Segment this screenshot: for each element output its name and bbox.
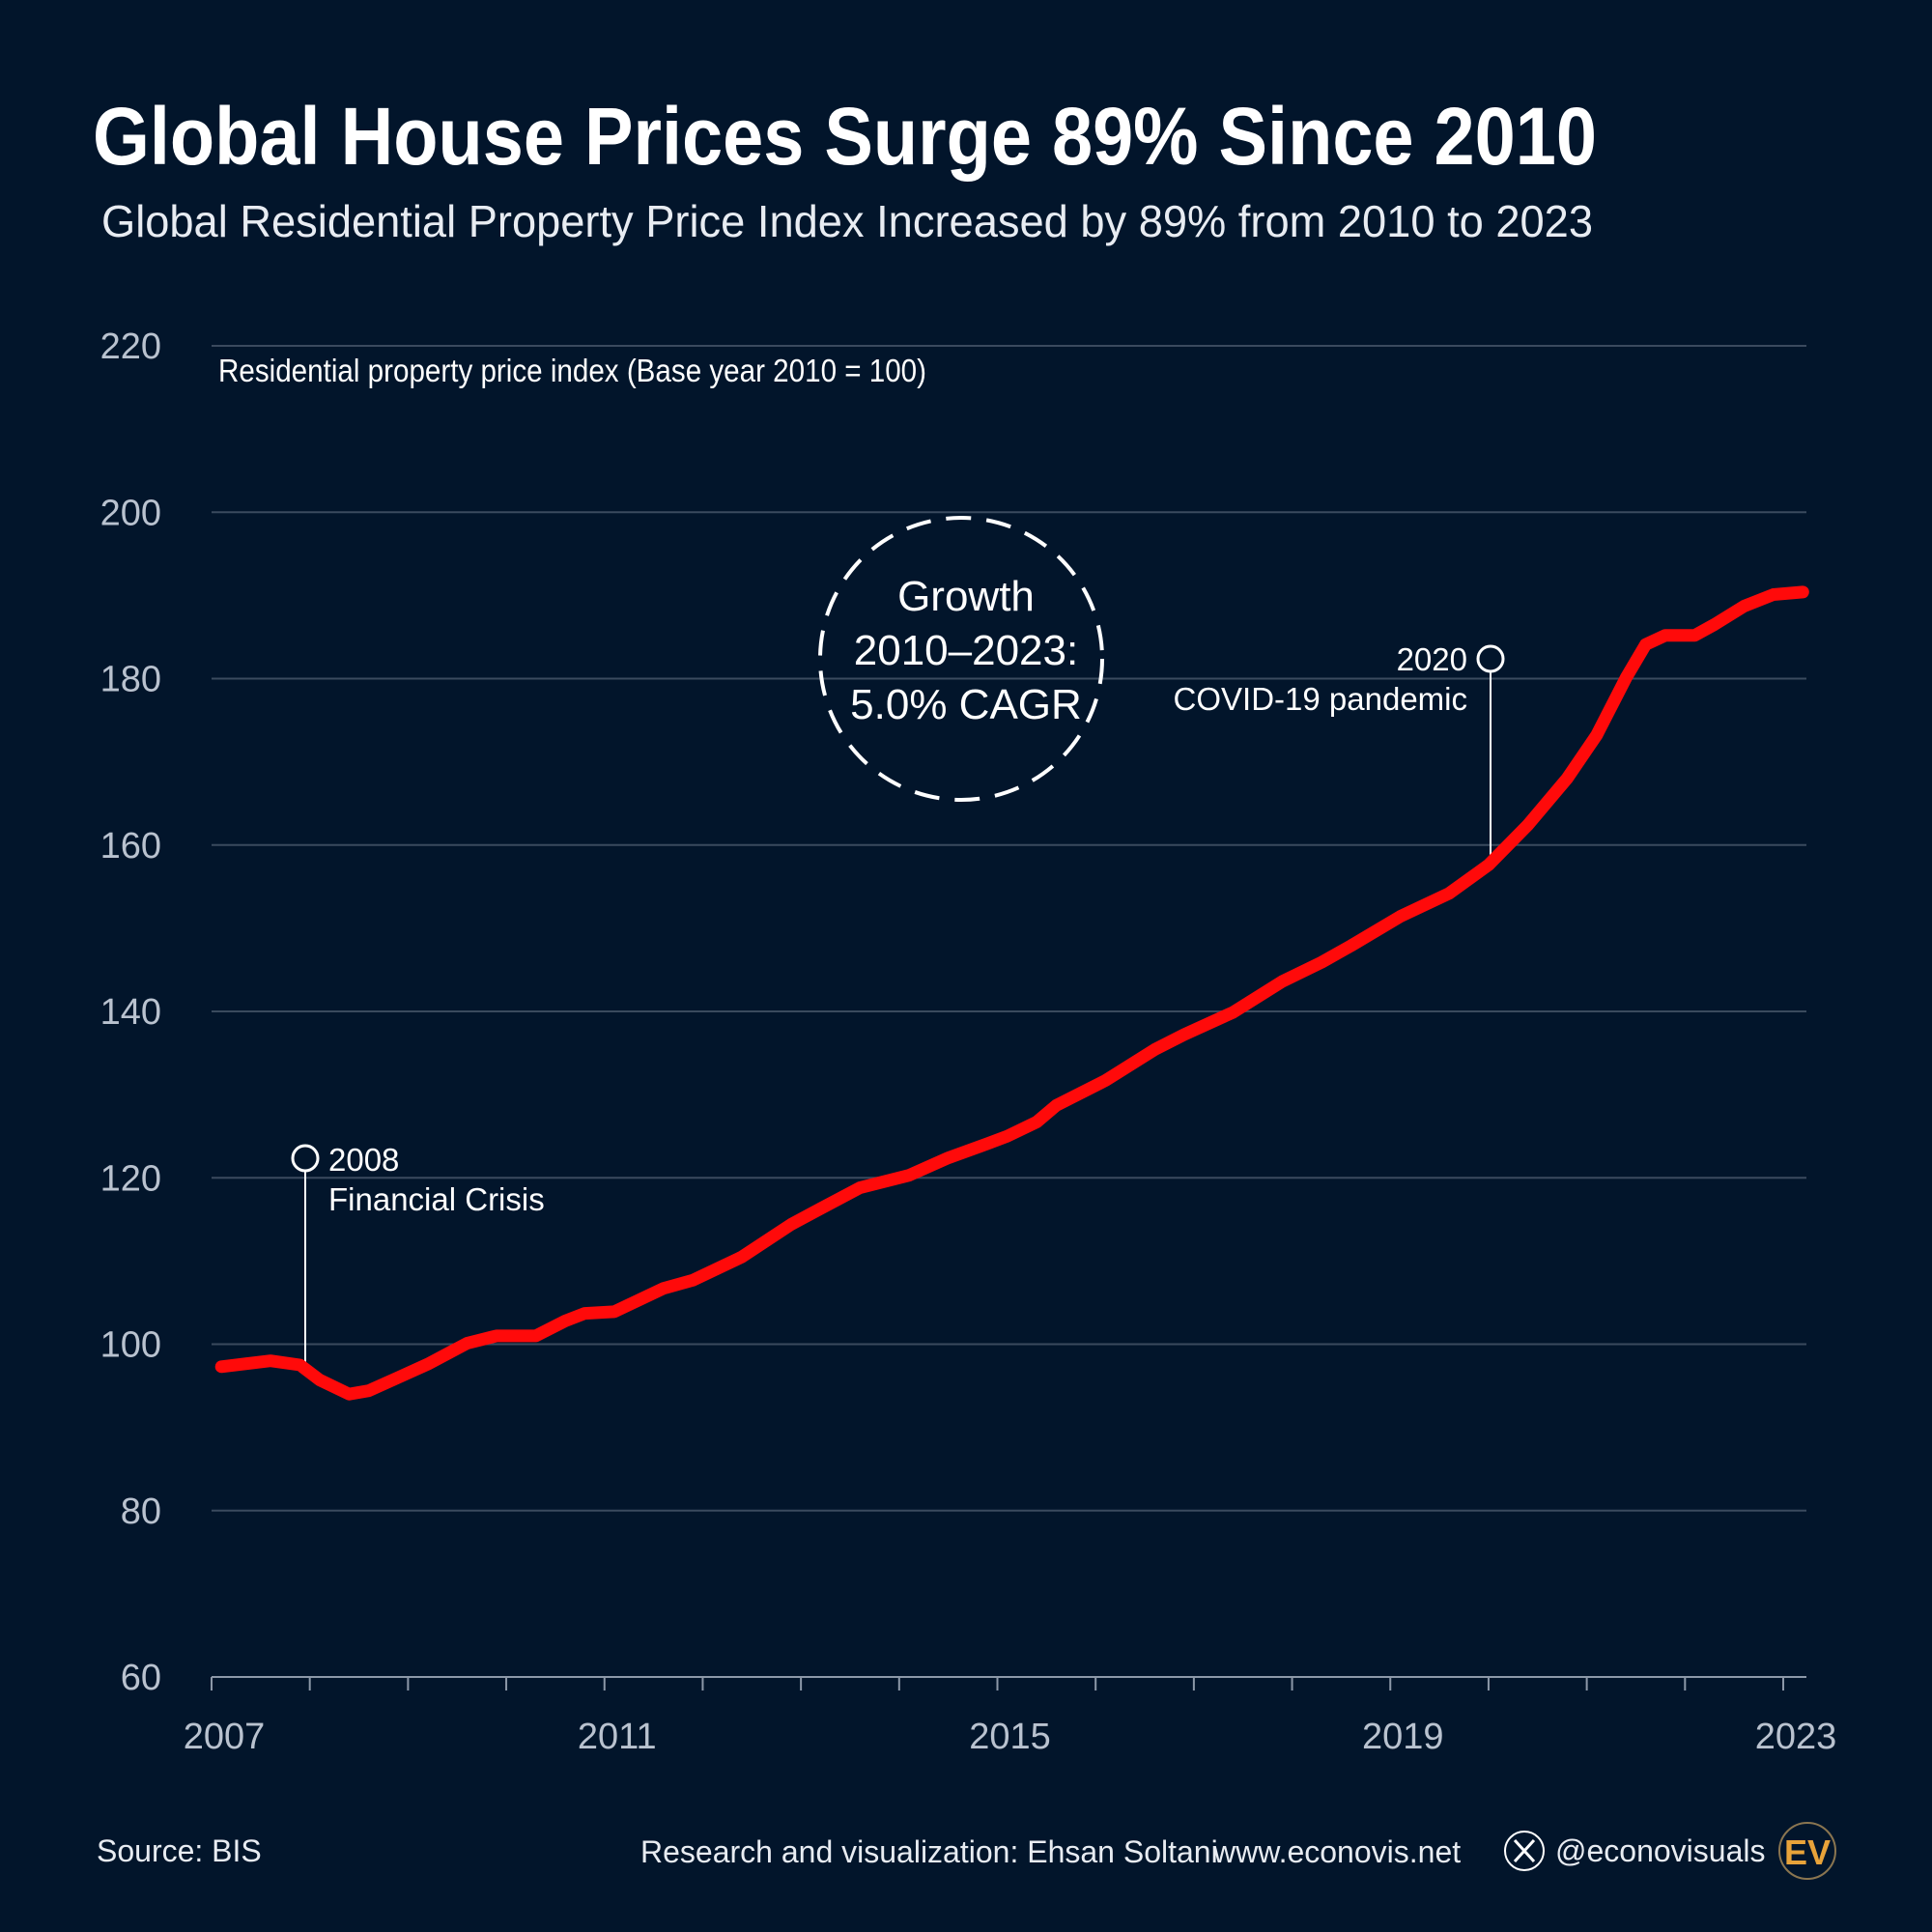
annotation-2020-label: COVID-19 pandemic	[1174, 681, 1467, 717]
annotation-2008-label: Financial Crisis	[328, 1181, 545, 1217]
y-axis: 60 80 100 120 140 160 180 200 220	[100, 327, 161, 1698]
source-text: Source: BIS	[97, 1833, 262, 1868]
x-tick-label: 2007	[184, 1717, 266, 1757]
y-axis-label: Residential property price index (Base y…	[218, 353, 926, 388]
credit-text: Research and visualization: Ehsan Soltan…	[640, 1834, 1218, 1869]
annotation-2020-marker	[1476, 644, 1505, 673]
y-tick-label: 60	[121, 1658, 161, 1698]
x-tick-label: 2019	[1362, 1717, 1444, 1757]
x-tick-label: 2011	[578, 1717, 657, 1757]
annotation-2008-year: 2008	[328, 1142, 399, 1178]
y-tick-label: 140	[100, 992, 161, 1033]
website-link[interactable]: www.econovis.net	[1212, 1834, 1461, 1869]
x-axis: 2007 2011 2015 2019 2023	[184, 1676, 1837, 1757]
y-tick-label: 120	[100, 1158, 161, 1199]
logo-text: EV	[1784, 1833, 1831, 1872]
annotation-2008-marker	[291, 1144, 320, 1173]
y-tick-label: 80	[121, 1492, 161, 1532]
x-logo-icon[interactable]	[1504, 1831, 1545, 1871]
series-line	[214, 585, 1809, 1401]
y-tick-label: 200	[100, 493, 161, 533]
annotation-2020-year: 2020	[1397, 641, 1467, 677]
chart-title: Global House Prices Surge 89% Since 2010	[93, 91, 1597, 182]
cagr-callout-circle	[818, 516, 1104, 802]
ev-logo: EV	[1778, 1822, 1836, 1880]
x-tick-label: 2015	[969, 1717, 1051, 1757]
social-handle[interactable]: @econovisuals	[1555, 1833, 1765, 1868]
callout-line-1: Growth	[897, 573, 1035, 620]
y-tick-label: 180	[100, 660, 161, 700]
chart-subtitle: Global Residential Property Price Index …	[101, 196, 1593, 246]
y-tick-label: 160	[100, 826, 161, 867]
callout-line-2: 2010–2023:	[854, 627, 1078, 674]
x-tick-label: 2023	[1755, 1717, 1837, 1757]
y-tick-label: 100	[100, 1325, 161, 1366]
callout-line-3: 5.0% CAGR	[850, 681, 1082, 728]
y-tick-label: 220	[100, 327, 161, 367]
